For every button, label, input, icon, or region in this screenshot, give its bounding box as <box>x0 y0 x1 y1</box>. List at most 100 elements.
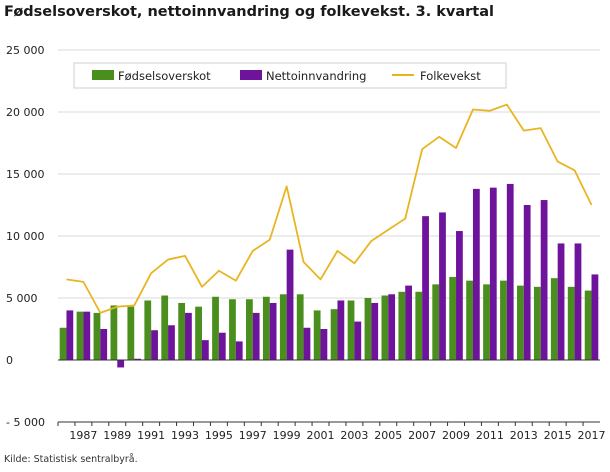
bar-immigration <box>320 329 328 360</box>
bar-immigration <box>489 187 497 360</box>
bar-immigration <box>252 312 260 360</box>
bar-births <box>517 285 524 360</box>
bar-births <box>178 302 186 360</box>
bar-immigration <box>286 249 294 360</box>
x-tick-label: 2015 <box>544 429 572 442</box>
bar-births <box>296 294 304 360</box>
x-tick-label: 2017 <box>578 429 606 442</box>
x-tick-label: 2009 <box>442 429 470 442</box>
bar-immigration <box>456 231 463 360</box>
bar-births <box>127 306 135 360</box>
bar-births <box>144 300 152 360</box>
bar-births <box>432 284 440 360</box>
bar-births <box>161 295 169 360</box>
legend-swatch-immigration <box>240 70 262 80</box>
bar-immigration <box>168 325 175 360</box>
legend-box <box>73 62 507 89</box>
bar-births <box>313 310 321 360</box>
bar-births <box>279 294 287 360</box>
bar-series <box>59 183 599 368</box>
source-note: Kilde: Statistisk sentralbyrå. <box>4 454 138 465</box>
bar-immigration <box>66 310 74 360</box>
bar-immigration <box>83 311 91 360</box>
bar-births <box>330 309 338 360</box>
bar-immigration <box>337 300 345 360</box>
x-tick-label: 1991 <box>137 429 165 442</box>
bar-births <box>364 298 372 360</box>
y-tick-label: 10 000 <box>6 230 45 243</box>
x-tick-label: 1989 <box>103 429 131 442</box>
bar-births <box>584 290 592 360</box>
x-tick-label: 2007 <box>408 429 436 442</box>
legend-label-births: Fødselsoverskot <box>118 69 211 83</box>
bar-immigration <box>117 360 125 368</box>
bar-immigration <box>523 205 531 360</box>
gridlines <box>58 49 600 423</box>
x-tick-label: 2011 <box>476 429 504 442</box>
bar-births <box>212 296 219 360</box>
bar-immigration <box>218 332 226 360</box>
y-tick-label: 25 000 <box>6 44 45 57</box>
bar-births <box>76 311 84 360</box>
line-growth <box>66 103 593 314</box>
bar-immigration <box>235 341 243 360</box>
bar-immigration <box>185 312 192 360</box>
y-axis: - 5 000 0 5 000 10 000 15 000 20 000 25 000 <box>6 44 45 429</box>
legend-label-growth: Folkevekst <box>420 69 481 83</box>
bar-immigration <box>371 302 379 360</box>
bar-births <box>347 300 355 360</box>
legend-label-immigration: Nettoinnvandring <box>266 69 366 83</box>
bar-births <box>229 299 236 360</box>
y-tick-label: 0 <box>6 354 13 367</box>
bar-immigration <box>134 358 141 360</box>
bar-immigration <box>557 243 565 360</box>
x-tick-label: 1995 <box>205 429 233 442</box>
bar-immigration <box>591 274 599 360</box>
y-tick-label: 5 000 <box>6 292 38 305</box>
legend: Fødselsoverskot Nettoinnvandring Folkeve… <box>73 62 507 89</box>
bar-births <box>246 299 253 360</box>
bar-immigration <box>405 285 412 360</box>
x-tick-label: 2013 <box>510 429 538 442</box>
bar-births <box>381 295 389 360</box>
y-tick-label: 20 000 <box>6 106 45 119</box>
y-tick-label: - 5 000 <box>6 416 45 429</box>
bar-immigration <box>472 188 480 360</box>
line-series <box>66 103 593 314</box>
bar-immigration <box>540 200 548 360</box>
bar-immigration <box>201 340 209 360</box>
bar-births <box>466 280 473 360</box>
x-tick-label: 1987 <box>69 429 97 442</box>
bar-immigration <box>439 212 446 360</box>
bar-immigration <box>422 216 429 360</box>
bar-births <box>567 286 575 360</box>
bar-births <box>550 278 558 360</box>
bar-births <box>483 284 490 360</box>
bar-births <box>415 291 423 360</box>
bar-immigration <box>269 302 277 360</box>
bar-births <box>59 327 67 360</box>
legend-swatch-births <box>92 70 114 80</box>
bar-immigration <box>100 329 108 360</box>
x-tick-label: 2003 <box>340 429 368 442</box>
bar-immigration <box>506 183 514 360</box>
bar-immigration <box>151 330 158 360</box>
bar-births <box>262 296 270 360</box>
bar-births <box>398 291 406 360</box>
bar-births <box>195 306 202 360</box>
bar-immigration <box>574 243 582 360</box>
bar-births <box>93 312 101 360</box>
x-tick-label: 2001 <box>307 429 335 442</box>
bar-immigration <box>354 321 362 360</box>
chart-title: Fødselsoverskot, nettoinnvandring og fol… <box>4 4 494 20</box>
y-tick-label: 15 000 <box>6 168 45 181</box>
bar-births <box>110 305 118 360</box>
bar-immigration <box>388 294 396 360</box>
x-tick-label: 1999 <box>273 429 301 442</box>
x-tick-label: 2005 <box>374 429 402 442</box>
bar-births <box>500 280 507 360</box>
bar-births <box>449 276 457 360</box>
bar-births <box>533 286 541 360</box>
